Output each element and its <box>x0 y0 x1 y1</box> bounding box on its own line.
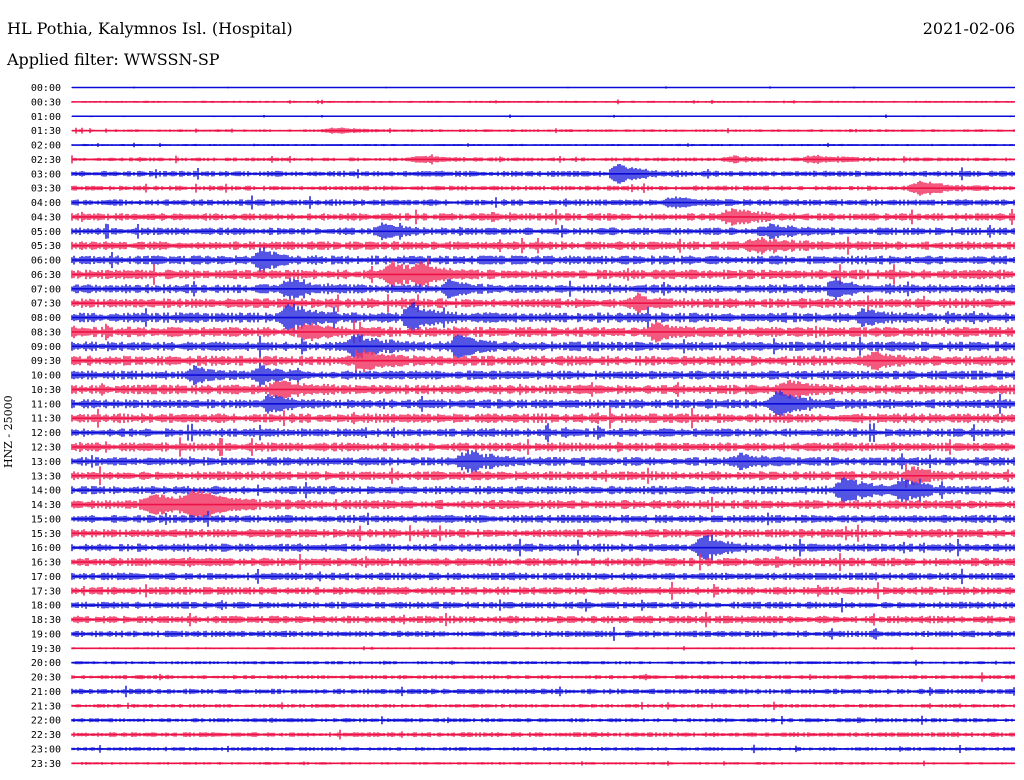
row-time-label: 08:30 <box>31 327 61 338</box>
row-time-label: 07:30 <box>31 299 61 310</box>
row-time-label: 19:30 <box>31 644 61 655</box>
row-time-label: 00:00 <box>31 83 61 94</box>
row-time-label: 02:00 <box>31 141 61 152</box>
row-time-label: 11:00 <box>31 399 61 410</box>
row-time-label: 13:30 <box>31 471 61 482</box>
row-time-label: 10:30 <box>31 385 61 396</box>
row-time-label: 21:30 <box>31 701 61 712</box>
row-time-label: 12:30 <box>31 443 61 454</box>
row-time-label: 14:00 <box>31 486 61 497</box>
row-time-label: 00:30 <box>31 97 61 108</box>
row-time-label: 22:00 <box>31 716 61 727</box>
row-time-label: 13:00 <box>31 457 61 468</box>
row-time-label: 18:00 <box>31 601 61 612</box>
row-time-label: 03:00 <box>31 169 61 180</box>
row-time-label: 04:00 <box>31 198 61 209</box>
row-time-label: 05:30 <box>31 241 61 252</box>
row-time-label: 18:30 <box>31 615 61 626</box>
row-time-label: 04:30 <box>31 212 61 223</box>
plot-date: 2021-02-06 <box>922 19 1015 38</box>
row-time-label: 15:30 <box>31 529 61 540</box>
row-time-label: 07:00 <box>31 284 61 295</box>
row-time-label: 21:00 <box>31 687 61 698</box>
row-time-label: 17:30 <box>31 586 61 597</box>
row-time-label: 20:30 <box>31 673 61 684</box>
station-title: HL Pothia, Kalymnos Isl. (Hospital) <box>7 19 293 38</box>
row-time-label: 09:30 <box>31 356 61 367</box>
row-time-label: 08:00 <box>31 313 61 324</box>
row-time-label: 14:30 <box>31 500 61 511</box>
row-time-label: 19:00 <box>31 629 61 640</box>
row-time-label: 05:00 <box>31 227 61 238</box>
row-time-label: 23:30 <box>31 759 61 770</box>
row-time-label: 06:00 <box>31 256 61 267</box>
row-time-label: 20:00 <box>31 658 61 669</box>
row-time-label: 23:00 <box>31 744 61 755</box>
row-time-label: 06:30 <box>31 270 61 281</box>
row-time-label: 22:30 <box>31 730 61 741</box>
row-time-label: 16:30 <box>31 558 61 569</box>
row-time-label: 09:00 <box>31 342 61 353</box>
row-time-label: 17:00 <box>31 572 61 583</box>
row-time-label: 12:00 <box>31 428 61 439</box>
row-time-label: 11:30 <box>31 414 61 425</box>
row-time-label: 16:00 <box>31 543 61 554</box>
row-time-label: 15:00 <box>31 514 61 525</box>
row-time-label: 03:30 <box>31 184 61 195</box>
row-time-label: 02:30 <box>31 155 61 166</box>
row-time-label: 10:00 <box>31 371 61 382</box>
row-time-label: 01:30 <box>31 126 61 137</box>
row-time-label: 01:00 <box>31 112 61 123</box>
filter-label: Applied filter: WWSSN-SP <box>7 50 220 69</box>
